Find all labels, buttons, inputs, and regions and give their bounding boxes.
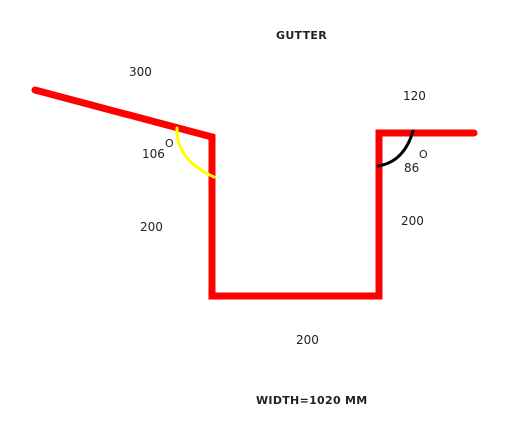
right-angle-degree: O (419, 148, 428, 161)
gutter-profile (31, 86, 478, 300)
right-side-label: 200 (401, 214, 424, 228)
top-right-length-label: 120 (403, 89, 426, 103)
left-angle-degree: O (165, 137, 174, 150)
right-angle-label: 86 (404, 161, 420, 175)
width-label: WIDTH=1020 MM (256, 394, 368, 407)
bottom-label: 200 (296, 333, 319, 347)
left-side-label: 200 (140, 220, 163, 234)
right-angle-arc (376, 129, 415, 168)
left-angle-label: 106 (142, 147, 165, 161)
diagram-title: GUTTER (276, 29, 328, 42)
slope-length-label: 300 (129, 65, 152, 79)
left-angle-arc (175, 126, 216, 179)
